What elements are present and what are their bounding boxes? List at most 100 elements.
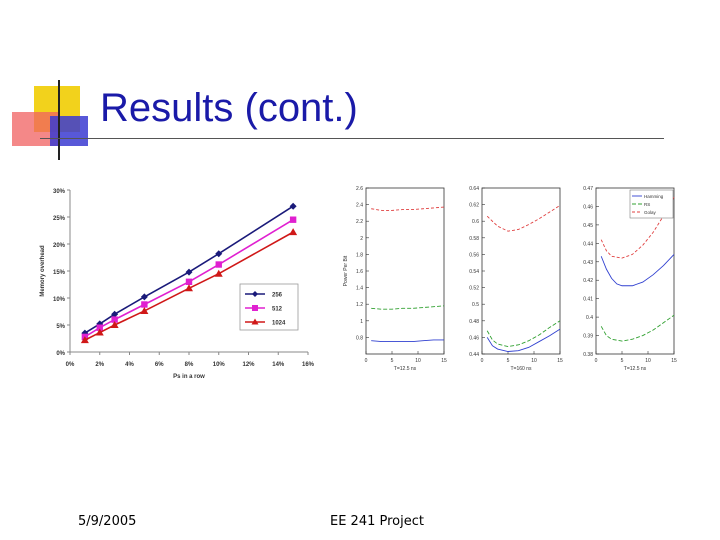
y-tick-label: 1.8 xyxy=(356,252,363,258)
y-tick-label: 0.41 xyxy=(583,297,593,303)
slide-title: Results (cont.) xyxy=(100,86,358,130)
power-per-bit-panel-3: 0.38 0.39 0.4 0.41 0.42 0.43 0.44 0.45 0.46 0.47 0… xyxy=(583,186,677,372)
data-point xyxy=(80,336,89,344)
data-point xyxy=(185,268,193,276)
y-tick-label: 2 xyxy=(360,236,363,242)
x-tick-label: 6% xyxy=(155,362,164,368)
logo-vertical-line xyxy=(58,80,60,160)
x-tick-label: 15 xyxy=(441,358,447,364)
y-axis-label: Memory overhead xyxy=(40,245,46,297)
x-tick-label: 4% xyxy=(125,362,134,368)
y-tick-label: 0.46 xyxy=(469,335,479,341)
x-tick-label: 15 xyxy=(557,358,563,364)
y-tick-label: 0.42 xyxy=(583,278,593,284)
data-point xyxy=(214,269,223,277)
x-tick-label: 0 xyxy=(365,358,368,364)
legend-label: Hamming xyxy=(644,194,664,199)
series-line-0 xyxy=(371,206,445,211)
x-tick-label: 15 xyxy=(671,358,677,364)
y-tick-label: 15% xyxy=(53,270,66,276)
y-tick-label: 2.6 xyxy=(356,186,363,192)
data-point xyxy=(215,261,222,268)
y-tick-label: 0.4 xyxy=(586,315,593,321)
y-tick-label: 0.45 xyxy=(583,223,593,229)
footer-title: EE 241 Project xyxy=(330,514,424,529)
data-point xyxy=(110,321,119,328)
x-tick-label: 8% xyxy=(185,362,194,368)
data-point xyxy=(289,228,298,236)
data-point xyxy=(289,202,297,210)
data-point xyxy=(141,301,148,308)
power-per-bit-panel-1: 0.8 1 1.2 1.4 1.6 1.8 2 2.2 2.4 2.6 0 5 10 15 T=12.5 n… xyxy=(343,186,447,372)
y-tick-label: 1 xyxy=(360,319,363,325)
x-tick-label: 14% xyxy=(272,362,285,368)
plot-frame xyxy=(365,187,445,355)
y-tick-label: 0.48 xyxy=(469,319,479,325)
footer-date: 5/9/2005 xyxy=(78,514,137,529)
y-tick-label: 0.6 xyxy=(472,219,479,225)
data-point xyxy=(185,278,193,285)
series-line-0 xyxy=(486,205,561,232)
data-point xyxy=(111,310,119,318)
legend-marker xyxy=(252,291,258,297)
x-tick-label: 0 xyxy=(481,358,484,364)
y-tick-label: 10% xyxy=(53,297,66,303)
data-point xyxy=(289,216,297,223)
x-tick-label: 10 xyxy=(415,358,421,364)
series-line-Golay xyxy=(600,197,675,259)
y-tick-label: 0% xyxy=(56,351,65,357)
legend-label: Golay xyxy=(644,210,657,215)
y-tick-label: 0.39 xyxy=(583,334,593,340)
data-point xyxy=(111,316,118,323)
y-tick-label: 20% xyxy=(53,243,66,249)
series-line-Hamming xyxy=(600,254,675,287)
plot-frame xyxy=(481,187,561,355)
series-line-RS xyxy=(600,314,675,342)
y-tick-label: 0.38 xyxy=(583,352,593,358)
legend-marker xyxy=(251,318,259,325)
y-tick-label: 0.62 xyxy=(469,203,479,209)
legend-label: 512 xyxy=(272,307,283,313)
data-point xyxy=(140,306,149,314)
series-line-2 xyxy=(486,328,561,352)
x-tick-label: 16% xyxy=(302,362,315,368)
legend-box xyxy=(629,189,674,219)
logo-blue-square xyxy=(50,116,88,146)
y-tick-label: 2.2 xyxy=(356,219,363,225)
data-point xyxy=(140,293,148,301)
y-tick-label: 0.52 xyxy=(469,286,479,292)
x-tick-label: 10 xyxy=(645,358,651,364)
data-point xyxy=(185,284,193,292)
legend-label: RS xyxy=(644,202,650,207)
y-axis-label: Power Per Bit xyxy=(343,255,349,286)
x-tick-label: 10 xyxy=(531,358,537,364)
title-rule xyxy=(40,138,664,139)
power-per-bit-panel-2: 0.44 0.46 0.48 0.5 0.52 0.54 0.56 0.58 0.6 0.62 0.… xyxy=(469,186,563,372)
y-tick-label: 0.54 xyxy=(469,269,479,275)
y-tick-label: 0.5 xyxy=(472,302,479,308)
x-tick-label: 12% xyxy=(242,362,255,368)
data-point xyxy=(96,324,103,331)
data-point xyxy=(215,250,223,258)
x-axis-label: T=12.5 ns xyxy=(624,366,647,372)
data-point xyxy=(95,328,104,336)
legend-label: 256 xyxy=(272,293,283,299)
x-tick-label: 5 xyxy=(391,358,394,364)
y-tick-label: 0.58 xyxy=(469,236,479,242)
x-axis-label: T=160 ns xyxy=(511,366,532,372)
y-tick-label: 0.44 xyxy=(469,352,479,358)
y-tick-label: 1.2 xyxy=(356,302,363,308)
y-tick-label: 0.8 xyxy=(356,335,363,341)
memory-overhead-chart: 0% 5% 10% 15% 20% 25% 30% 0% 2% 4% 6% 8% 10% 12% 14% 16… xyxy=(40,189,315,380)
series-line-2 xyxy=(371,339,444,343)
y-tick-label: 2.4 xyxy=(356,203,363,209)
y-tick-label: 0.64 xyxy=(469,186,479,192)
y-tick-label: 0.44 xyxy=(583,241,593,247)
x-axis-label: T=12.5 ns xyxy=(394,366,417,372)
y-tick-label: 0.47 xyxy=(583,186,593,192)
x-tick-label: 0% xyxy=(66,362,75,368)
x-tick-label: 2% xyxy=(95,362,104,368)
y-tick-label: 0.43 xyxy=(583,260,593,266)
series-line-1 xyxy=(486,320,561,347)
y-tick-label: 1.6 xyxy=(356,269,363,275)
